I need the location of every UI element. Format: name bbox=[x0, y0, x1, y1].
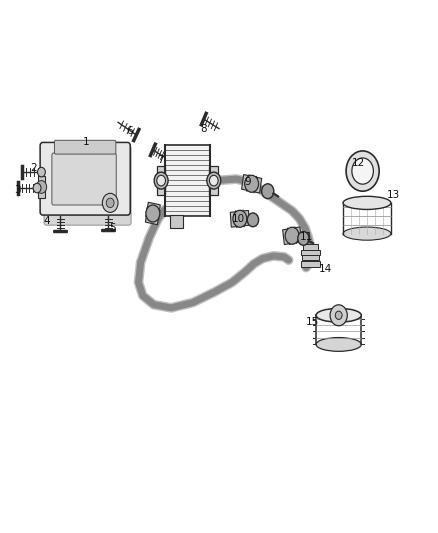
Circle shape bbox=[285, 227, 299, 244]
Circle shape bbox=[330, 305, 347, 326]
Circle shape bbox=[157, 175, 166, 186]
Circle shape bbox=[336, 311, 342, 319]
Text: 4: 4 bbox=[44, 216, 50, 227]
Circle shape bbox=[245, 175, 258, 192]
Circle shape bbox=[233, 211, 247, 227]
Polygon shape bbox=[283, 227, 302, 245]
Ellipse shape bbox=[316, 309, 361, 322]
Polygon shape bbox=[145, 202, 160, 225]
Ellipse shape bbox=[316, 337, 361, 351]
Text: 5: 5 bbox=[109, 223, 116, 233]
Circle shape bbox=[106, 198, 114, 208]
Bar bbox=[301, 249, 320, 255]
Text: 15: 15 bbox=[306, 317, 319, 327]
Text: 2: 2 bbox=[31, 164, 37, 173]
Circle shape bbox=[346, 151, 379, 191]
Text: 13: 13 bbox=[386, 190, 400, 200]
Circle shape bbox=[247, 213, 258, 227]
Polygon shape bbox=[242, 174, 261, 193]
Bar bbox=[157, 166, 166, 195]
Circle shape bbox=[38, 167, 46, 177]
FancyBboxPatch shape bbox=[40, 142, 130, 215]
Text: 12: 12 bbox=[352, 158, 365, 168]
Polygon shape bbox=[230, 211, 250, 227]
Circle shape bbox=[146, 205, 160, 222]
Bar bbox=[303, 244, 318, 249]
Text: 11: 11 bbox=[300, 232, 313, 243]
Circle shape bbox=[209, 175, 218, 186]
Text: 1: 1 bbox=[83, 137, 89, 147]
Text: 14: 14 bbox=[319, 264, 332, 274]
Bar bbox=[170, 215, 183, 228]
Bar bbox=[301, 261, 320, 266]
Text: 9: 9 bbox=[244, 176, 251, 187]
FancyBboxPatch shape bbox=[52, 153, 116, 205]
Text: 8: 8 bbox=[201, 124, 207, 134]
Ellipse shape bbox=[343, 196, 391, 209]
Bar bbox=[165, 144, 210, 216]
Text: 7: 7 bbox=[157, 156, 163, 165]
Ellipse shape bbox=[343, 227, 391, 240]
Circle shape bbox=[207, 172, 221, 189]
Circle shape bbox=[102, 193, 118, 213]
Circle shape bbox=[352, 158, 373, 184]
FancyBboxPatch shape bbox=[54, 140, 116, 154]
Text: 10: 10 bbox=[232, 214, 245, 224]
Text: 3: 3 bbox=[14, 184, 21, 195]
Circle shape bbox=[298, 231, 309, 245]
Text: 6: 6 bbox=[127, 126, 133, 136]
Circle shape bbox=[154, 172, 168, 189]
Circle shape bbox=[33, 183, 41, 193]
FancyBboxPatch shape bbox=[44, 146, 131, 225]
Bar bbox=[38, 176, 46, 198]
Bar bbox=[302, 255, 319, 260]
Circle shape bbox=[36, 181, 47, 193]
Bar bbox=[209, 166, 218, 195]
Circle shape bbox=[261, 184, 274, 199]
